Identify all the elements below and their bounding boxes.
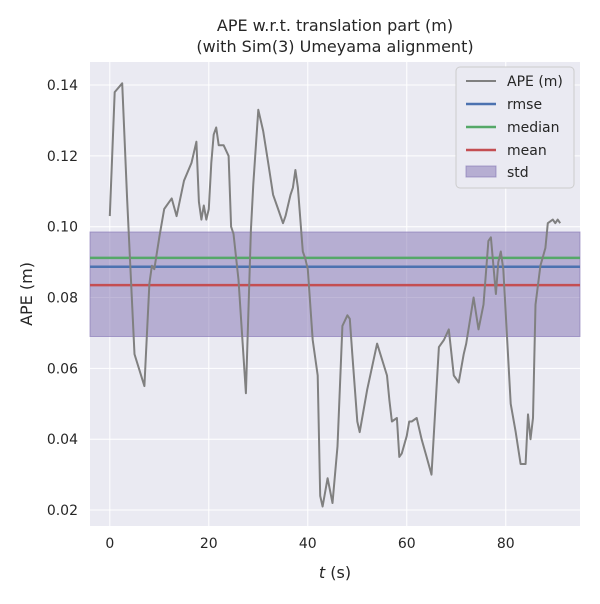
x-axis-label: t (s)	[319, 563, 351, 582]
y-tick-label: 0.10	[47, 220, 78, 236]
legend-rmse-label: rmse	[507, 97, 542, 113]
x-tick-label: 80	[497, 536, 515, 552]
y-tick-label: 0.08	[47, 291, 78, 307]
x-axis-label-variable: t	[319, 563, 326, 582]
y-axis-ticks: 0.02 0.04 0.06 0.08 0.10 0.12 0.14	[47, 78, 78, 519]
y-tick-label: 0.02	[47, 503, 78, 519]
y-tick-label: 0.06	[47, 361, 78, 377]
x-tick-label: 0	[105, 536, 114, 552]
y-tick-label: 0.04	[47, 432, 78, 448]
x-tick-label: 20	[200, 536, 218, 552]
legend: APE (m) rmse median mean std	[455, 66, 575, 189]
ape-series-line	[108, 82, 562, 508]
y-tick-label: 0.12	[47, 149, 78, 165]
x-tick-label: 40	[299, 536, 317, 552]
legend-median-label: median	[507, 120, 559, 136]
y-axis-label: APE (m)	[17, 262, 36, 326]
x-axis-label-unit: (s)	[325, 563, 351, 582]
legend-mean-label: mean	[507, 143, 547, 159]
legend-box	[455, 66, 575, 189]
chart-title: APE w.r.t. translation part (m)	[217, 16, 453, 35]
legend-std-swatch	[465, 165, 497, 178]
x-tick-label: 60	[398, 536, 416, 552]
legend-std-label: std	[507, 165, 529, 181]
y-tick-label: 0.14	[47, 78, 78, 94]
chart-subtitle: (with Sim(3) Umeyama alignment)	[196, 37, 473, 56]
x-axis-ticks: 0 20 40 60 80	[105, 536, 514, 552]
legend-ape-label: APE (m)	[507, 74, 563, 90]
